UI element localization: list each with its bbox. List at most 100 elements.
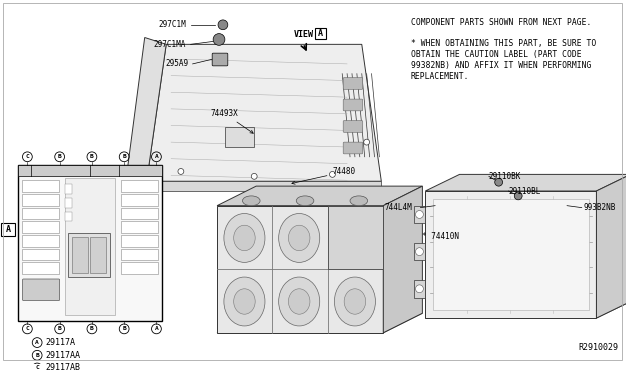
FancyBboxPatch shape — [1, 223, 15, 237]
Text: 29117AB: 29117AB — [45, 363, 80, 372]
Ellipse shape — [350, 196, 367, 206]
FancyBboxPatch shape — [343, 142, 363, 154]
Bar — [121, 249, 158, 260]
Circle shape — [218, 20, 228, 30]
Bar — [413, 243, 426, 260]
Ellipse shape — [224, 214, 265, 262]
Ellipse shape — [334, 214, 376, 262]
Bar — [22, 235, 59, 247]
Bar — [22, 262, 59, 274]
Circle shape — [495, 178, 502, 186]
Bar — [121, 235, 158, 247]
Circle shape — [415, 285, 423, 293]
Text: C: C — [35, 365, 39, 371]
Text: C: C — [26, 326, 29, 331]
Text: B: B — [122, 326, 126, 331]
Polygon shape — [217, 186, 422, 206]
FancyBboxPatch shape — [628, 245, 637, 260]
FancyBboxPatch shape — [22, 279, 60, 301]
Bar — [22, 180, 59, 192]
Bar — [121, 194, 158, 206]
Text: 74480: 74480 — [292, 167, 356, 184]
Bar — [65, 212, 72, 221]
Ellipse shape — [289, 225, 310, 251]
Bar — [68, 233, 109, 277]
Polygon shape — [147, 181, 381, 191]
Text: R2910029: R2910029 — [578, 343, 618, 352]
Text: B: B — [58, 326, 61, 331]
FancyBboxPatch shape — [343, 121, 363, 132]
Bar — [65, 198, 72, 208]
Text: 29117AA: 29117AA — [45, 351, 80, 360]
Circle shape — [515, 192, 522, 200]
Text: 74493X: 74493X — [210, 109, 253, 133]
Circle shape — [415, 248, 423, 256]
Polygon shape — [217, 206, 383, 333]
Text: A: A — [35, 340, 39, 345]
Ellipse shape — [344, 225, 365, 251]
Text: 744L4M: 744L4M — [385, 203, 413, 212]
Text: 295A9: 295A9 — [166, 60, 189, 68]
Bar — [22, 208, 59, 219]
Bar — [17, 165, 163, 176]
Polygon shape — [426, 174, 630, 191]
Text: B: B — [90, 326, 94, 331]
Text: 297C1M: 297C1M — [158, 20, 186, 29]
Text: COMPONENT PARTS SHOWN FROM NEXT PAGE.: COMPONENT PARTS SHOWN FROM NEXT PAGE. — [411, 18, 591, 27]
Polygon shape — [217, 313, 422, 333]
Text: OBTAIN THE CAUTION LABEL (PART CODE: OBTAIN THE CAUTION LABEL (PART CODE — [411, 50, 581, 59]
FancyBboxPatch shape — [343, 99, 363, 111]
Polygon shape — [147, 44, 381, 181]
Ellipse shape — [344, 289, 365, 314]
Polygon shape — [328, 206, 383, 269]
Bar — [65, 178, 115, 315]
Ellipse shape — [243, 196, 260, 206]
Bar — [121, 180, 158, 192]
Polygon shape — [426, 301, 630, 318]
Text: VIEW: VIEW — [293, 30, 314, 39]
FancyBboxPatch shape — [316, 28, 326, 39]
Bar — [121, 262, 158, 274]
Bar — [413, 280, 426, 298]
Text: A: A — [318, 29, 323, 38]
Text: 993B2NB: 993B2NB — [584, 203, 616, 212]
Bar — [413, 206, 426, 223]
Text: 29110BL: 29110BL — [508, 186, 541, 196]
Bar — [65, 184, 72, 194]
Bar — [433, 199, 589, 310]
Ellipse shape — [234, 289, 255, 314]
Bar — [90, 237, 106, 273]
Bar — [72, 237, 88, 273]
Bar — [121, 208, 158, 219]
FancyBboxPatch shape — [212, 53, 228, 66]
Bar — [22, 221, 59, 233]
Ellipse shape — [278, 277, 320, 326]
Ellipse shape — [234, 225, 255, 251]
Text: * 74410N: * 74410N — [422, 232, 460, 241]
Circle shape — [178, 169, 184, 174]
Bar — [121, 221, 158, 233]
Bar — [225, 128, 254, 147]
Text: * WHEN OBTAINING THIS PART, BE SURE TO: * WHEN OBTAINING THIS PART, BE SURE TO — [411, 39, 596, 48]
Bar — [22, 194, 59, 206]
Ellipse shape — [278, 214, 320, 262]
Polygon shape — [596, 174, 630, 318]
Polygon shape — [426, 191, 596, 318]
Circle shape — [213, 33, 225, 45]
Text: 297C1MA: 297C1MA — [154, 40, 186, 49]
Ellipse shape — [224, 277, 265, 326]
Circle shape — [415, 211, 423, 218]
Ellipse shape — [296, 196, 314, 206]
Text: B: B — [122, 154, 126, 159]
Bar — [17, 165, 163, 321]
Circle shape — [364, 139, 369, 145]
Text: B: B — [35, 353, 39, 358]
Circle shape — [252, 173, 257, 179]
FancyBboxPatch shape — [628, 208, 637, 223]
FancyBboxPatch shape — [628, 282, 637, 298]
Text: C: C — [26, 154, 29, 159]
Ellipse shape — [289, 289, 310, 314]
Text: 29117A: 29117A — [45, 338, 75, 347]
Text: B: B — [90, 154, 94, 159]
Text: A: A — [6, 225, 11, 234]
